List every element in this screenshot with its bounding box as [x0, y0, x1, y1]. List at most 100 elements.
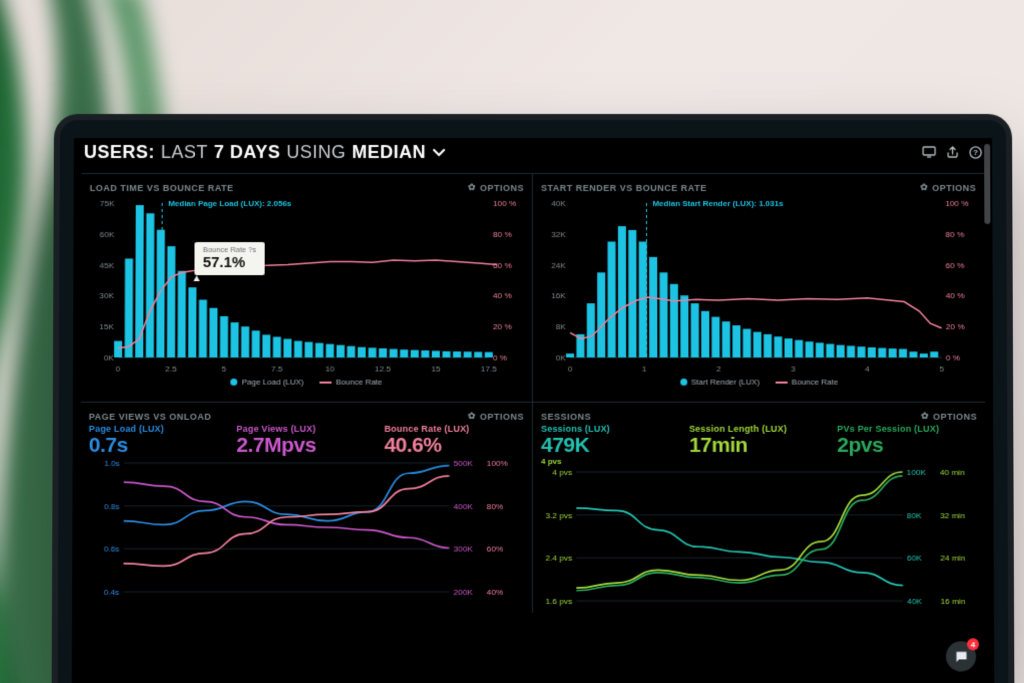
svg-text:2: 2 — [716, 365, 721, 374]
panel-title: PAGE VIEWS VS ONLOAD — [89, 411, 212, 421]
stat-value: 2pvs — [837, 434, 977, 457]
svg-text:500K: 500K — [453, 459, 473, 468]
dashboard-header: USERS: LAST 7 DAYS USING MEDIAN ? — [74, 138, 992, 173]
page-title[interactable]: USERS: LAST 7 DAYS USING MEDIAN — [84, 142, 446, 163]
stat-card: Bounce Rate (LUX)40.6% — [384, 424, 524, 457]
median-label: Median Start Render (LUX): 1.031s — [653, 199, 784, 208]
svg-text:80 %: 80 % — [493, 230, 512, 239]
svg-text:?: ? — [973, 149, 978, 158]
gear-icon: ✿ — [920, 182, 928, 193]
panel-start-render-bounce: START RENDER VS BOUNCE RATE ✿OPTIONS 0K 8… — [533, 173, 985, 402]
stat-value: 2.7Mpvs — [236, 434, 376, 457]
chat-button[interactable]: 4 — [946, 641, 976, 671]
svg-text:4: 4 — [865, 365, 870, 374]
chevron-down-icon[interactable] — [432, 148, 446, 158]
title-using: USING — [286, 142, 346, 163]
stat-label: PVs Per Session (LUX) — [837, 424, 977, 434]
svg-text:100K: 100K — [907, 468, 927, 477]
chart-legend: Page Load (LUX) Bounce Rate — [89, 378, 524, 387]
svg-text:40K: 40K — [551, 199, 566, 208]
stat-label: Sessions (LUX) — [541, 424, 681, 434]
svg-text:1: 1 — [642, 365, 647, 374]
stat-value: 17min — [689, 434, 829, 457]
svg-text:45K: 45K — [100, 261, 115, 270]
svg-text:8K: 8K — [556, 323, 567, 332]
svg-text:16 min: 16 min — [940, 597, 965, 606]
stat-value: 0.7s — [89, 434, 229, 457]
svg-text:0: 0 — [568, 365, 573, 374]
stat-value: 40.6% — [384, 434, 524, 457]
svg-text:0.6s: 0.6s — [104, 545, 120, 554]
monitor-icon[interactable] — [922, 146, 936, 159]
svg-text:5: 5 — [939, 365, 944, 374]
panel-load-time-bounce: LOAD TIME VS BOUNCE RATE ✿OPTIONS 0K15K3… — [81, 173, 533, 402]
svg-text:5: 5 — [222, 365, 227, 374]
scrollbar[interactable] — [984, 144, 990, 224]
legend-item: Bounce Rate — [776, 378, 838, 387]
stat-card: Session Length (LUX)17min — [689, 424, 829, 466]
svg-text:60K: 60K — [907, 554, 922, 563]
title-last: LAST — [161, 142, 208, 163]
chart-sessions: 1.6 pvs40K16 min2.4 pvs60K24 min3.2 pvs8… — [541, 466, 978, 607]
chart-start-render: 0K8K16K24K32K40K0 %20 %40 %60 %80 %100 %… — [541, 195, 977, 396]
svg-text:15: 15 — [431, 365, 441, 374]
svg-text:200K: 200K — [453, 588, 473, 597]
stat-row: Page Load (LUX)0.7s Page Views (LUX)2.7Mp… — [89, 424, 524, 457]
svg-text:80K: 80K — [907, 511, 922, 520]
stat-value: 479K — [541, 434, 681, 457]
options-button[interactable]: ✿OPTIONS — [468, 411, 524, 422]
options-button[interactable]: ✿OPTIONS — [468, 182, 524, 193]
svg-text:100 %: 100 % — [493, 199, 516, 208]
svg-text:40K: 40K — [907, 597, 922, 606]
panel-page-views-onload: PAGE VIEWS VS ONLOAD ✿OPTIONS Page Load … — [80, 402, 533, 613]
stat-label: Page Load (LUX) — [89, 424, 229, 434]
options-button[interactable]: ✿OPTIONS — [921, 411, 977, 422]
svg-text:400K: 400K — [453, 502, 473, 511]
title-7days: 7 DAYS — [214, 142, 280, 163]
svg-text:40 %: 40 % — [493, 292, 512, 301]
svg-text:40 %: 40 % — [946, 292, 965, 301]
svg-text:17.5: 17.5 — [481, 365, 498, 374]
title-median: MEDIAN — [352, 142, 426, 163]
svg-text:2.5: 2.5 — [165, 365, 177, 374]
svg-text:12.5: 12.5 — [375, 365, 392, 374]
laptop-frame: USERS: LAST 7 DAYS USING MEDIAN ? LOAD T… — [58, 120, 1009, 683]
svg-text:4 pvs: 4 pvs — [552, 468, 572, 477]
screen-area: USERS: LAST 7 DAYS USING MEDIAN ? LOAD T… — [72, 138, 995, 683]
stat-label: Page Views (LUX) — [237, 424, 377, 434]
panel-title: SESSIONS — [541, 411, 591, 421]
svg-text:60%: 60% — [487, 545, 504, 554]
chat-count-badge: 4 — [967, 638, 979, 650]
svg-text:20 %: 20 % — [493, 323, 512, 332]
share-icon[interactable] — [946, 146, 959, 159]
legend-item: Bounce Rate — [320, 378, 382, 387]
stat-card: Page Views (LUX)2.7Mpvs — [236, 424, 376, 457]
svg-text:40 min: 40 min — [940, 468, 965, 477]
svg-text:80%: 80% — [487, 502, 504, 511]
stat-card: PVs Per Session (LUX)2pvs — [837, 424, 977, 466]
svg-text:7.5: 7.5 — [271, 365, 283, 374]
stat-label: Bounce Rate (LUX) — [384, 424, 524, 434]
stat-sub: 4 pvs — [541, 457, 681, 466]
svg-text:0 %: 0 % — [946, 354, 960, 363]
svg-text:32K: 32K — [551, 230, 566, 239]
svg-text:75K: 75K — [100, 199, 115, 208]
svg-text:30K: 30K — [99, 292, 114, 301]
svg-text:10: 10 — [325, 365, 335, 374]
chart-load-time: 0K15K30K45K60K75K0 %20 %40 %60 %80 %100 … — [89, 195, 524, 396]
svg-text:0K: 0K — [556, 354, 567, 363]
svg-text:24K: 24K — [551, 261, 566, 270]
svg-text:0 %: 0 % — [493, 354, 507, 363]
help-icon[interactable]: ? — [969, 146, 982, 159]
panel-sessions: SESSIONS ✿OPTIONS Sessions (LUX)479K4 pv… — [533, 402, 986, 613]
chart-page-views: 0.4s200K40%0.6s300K60%0.8s400K80%1.0s500… — [88, 457, 524, 598]
panel-title: START RENDER VS BOUNCE RATE — [541, 183, 707, 193]
svg-text:15K: 15K — [99, 323, 114, 332]
options-button[interactable]: ✿OPTIONS — [920, 182, 976, 193]
title-prefix: USERS: — [84, 142, 155, 163]
svg-text:40%: 40% — [487, 588, 504, 597]
legend-item: Page Load (LUX) — [231, 378, 304, 387]
svg-text:32 min: 32 min — [940, 511, 965, 520]
panel-title: LOAD TIME VS BOUNCE RATE — [90, 183, 234, 193]
svg-text:300K: 300K — [453, 545, 473, 554]
